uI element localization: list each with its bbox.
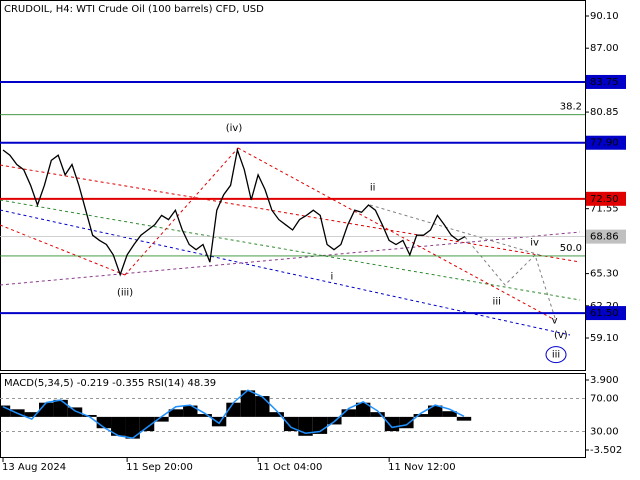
level-box (586, 74, 626, 89)
current-price-box (586, 229, 626, 244)
x-tick-label: 13 Aug 2024 (2, 462, 66, 473)
current-price-label: 68.86 (590, 232, 619, 243)
level-label: 77.90 (590, 138, 619, 149)
wave-label: v (552, 315, 558, 326)
wave-circle (545, 346, 567, 364)
macd-bar (255, 396, 270, 417)
macd-bar (456, 416, 472, 421)
macd-bar (183, 405, 198, 417)
macd-bar (197, 414, 212, 417)
y-tick-label: 87.00 (590, 43, 619, 54)
wave-label: i (331, 272, 334, 283)
trend-line (0, 164, 581, 263)
macd-bar (154, 416, 169, 422)
macd-bar (355, 402, 371, 417)
macd-bar (442, 411, 457, 417)
trend-line (0, 224, 126, 276)
macd-bar (53, 399, 68, 417)
level-label: 61.50 (590, 308, 619, 319)
trend-lines (0, 147, 581, 336)
wave-label: (v) (554, 330, 568, 341)
fib-label: 38.2 (560, 102, 582, 113)
macd-bar (370, 412, 385, 417)
level-box (586, 306, 626, 321)
wave-label: (iii) (117, 287, 133, 298)
macd-bar (413, 414, 428, 417)
trend-line (0, 209, 571, 336)
level-label: 72.50 (590, 194, 619, 205)
y-tick-label: 80.85 (590, 107, 619, 118)
main-panel-frame (0, 0, 586, 371)
y-tick-label: 59.10 (590, 333, 619, 344)
macd-bar (283, 416, 299, 432)
x-tick-label: 11 Nov 12:00 (388, 462, 455, 473)
macd-bar (427, 405, 443, 417)
x-tick-label: 11 Oct 04:00 (257, 462, 322, 473)
macd-bar (341, 409, 356, 417)
macd-bar (226, 402, 241, 417)
macd-bar (269, 412, 284, 417)
price-line (2, 147, 466, 277)
level-box (586, 191, 626, 206)
fib-label: 50.0 (560, 243, 582, 254)
macd-bar (111, 416, 126, 436)
macd-bar (125, 416, 140, 439)
wave-label: iii (552, 350, 560, 361)
y-tick-label: -3.502 (590, 445, 622, 456)
level-box (586, 135, 626, 150)
macd-bar (211, 416, 227, 427)
macd-bar (384, 416, 400, 432)
indicator-title: MACD(5,34,5) -0.219 -0.355 RSI(14) 48.39 (4, 378, 216, 389)
trend-line (0, 199, 581, 301)
macd-bar (96, 416, 112, 429)
wave-label: iii (493, 297, 501, 308)
y-tick-label: 3.900 (590, 375, 619, 386)
trend-line (0, 231, 581, 286)
y2-tick-label: 30.00 (590, 427, 619, 438)
macd-bar (0, 405, 11, 417)
macd-bar (399, 416, 414, 429)
trend-line (124, 147, 239, 276)
chart-title: CRUDOIL, H4: WTI Crude Oil (100 barrels)… (4, 4, 264, 15)
wave-label: (iv) (226, 123, 243, 134)
macd-bar (67, 407, 83, 417)
x-tick-label: 11 Sep 20:00 (126, 462, 193, 473)
macd-bar (168, 409, 184, 417)
macd-bar (139, 416, 155, 432)
y2-tick-label: 70.00 (590, 393, 619, 404)
rsi-line (2, 389, 465, 439)
y-tick-label: 71.55 (590, 204, 619, 215)
macd-bar (240, 390, 256, 417)
trend-line (237, 147, 556, 321)
macd-bar (39, 402, 54, 417)
projection-line (464, 236, 556, 319)
y-tick-label: 90.10 (590, 11, 619, 22)
wave-label: ii (370, 182, 376, 193)
y-tick-label: 65.30 (590, 269, 619, 280)
macd-bar (24, 412, 40, 417)
level-label: 83.75 (590, 77, 619, 88)
wave-label: iv (530, 237, 539, 248)
